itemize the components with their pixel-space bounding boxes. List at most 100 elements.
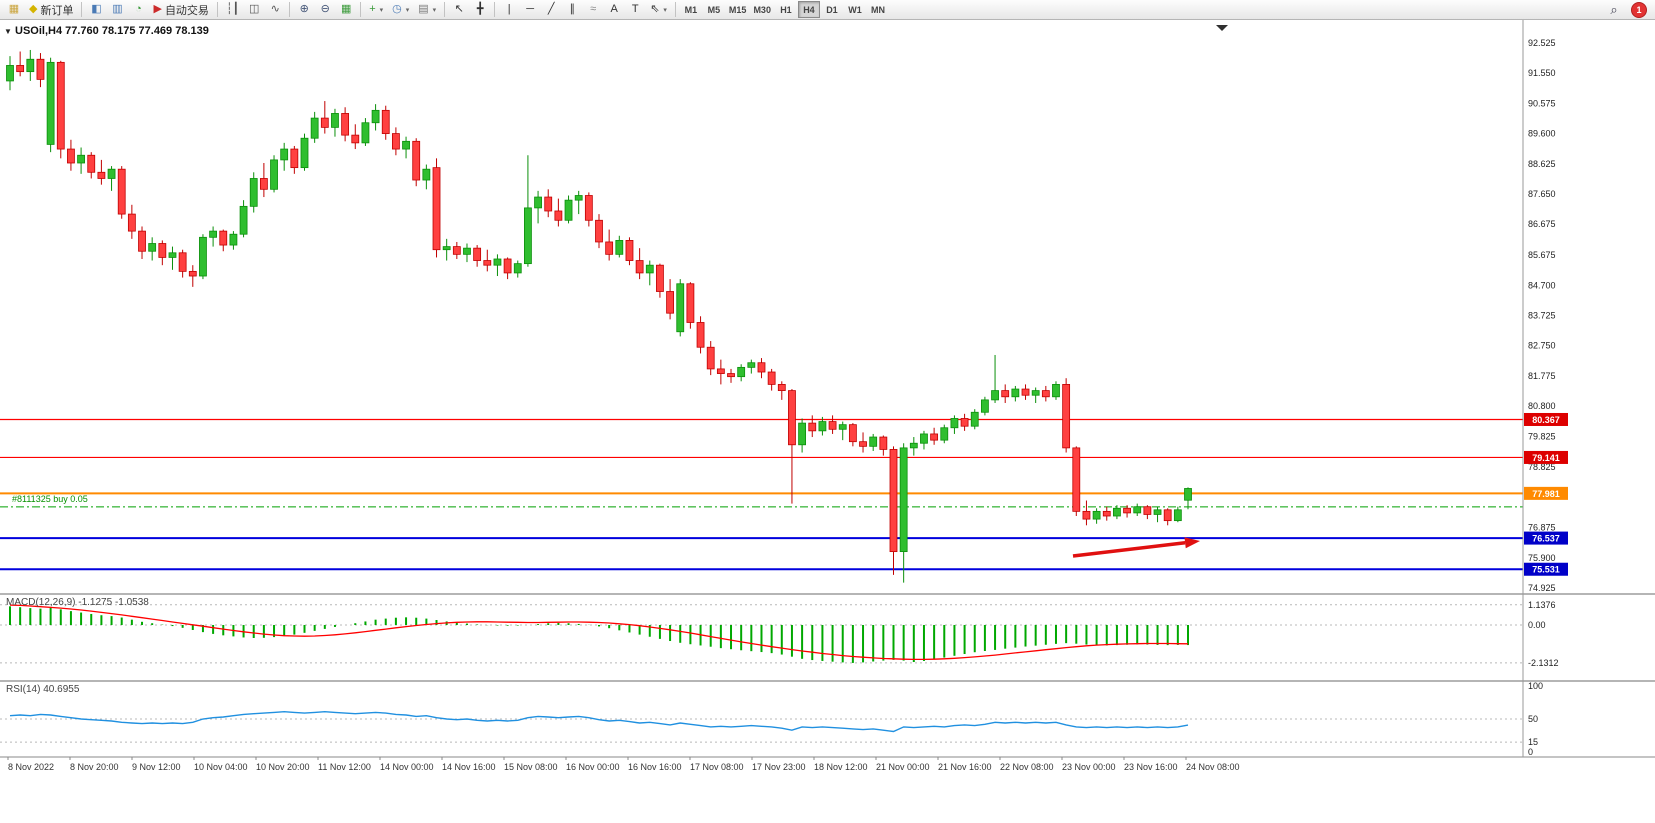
svg-text:75.531: 75.531	[1532, 565, 1560, 575]
time-axis-label: 21 Nov 16:00	[938, 762, 992, 772]
time-axis-label: 14 Nov 00:00	[380, 762, 434, 772]
channel-icon: ∥	[569, 3, 575, 15]
rsi-scale-label: 15	[1528, 737, 1538, 747]
market-watch-button[interactable]: ◧	[86, 1, 106, 19]
search-icon: ⌕	[1610, 1, 1618, 17]
bar-chart-icon: ┆┃	[225, 3, 240, 15]
indicators-icon: +	[369, 3, 376, 15]
price-axis-label: 88.625	[1528, 159, 1556, 169]
text-label-icon: T	[631, 3, 639, 15]
timeframe-m1-button[interactable]: M1	[680, 1, 702, 18]
arrows-button[interactable]: ⇖ ▾	[646, 1, 671, 19]
trendline-button[interactable]: ╱	[541, 1, 561, 19]
time-axis-label: 15 Nov 08:00	[504, 762, 558, 772]
strategy-tester-button[interactable]: ◔	[128, 1, 148, 19]
timeframe-d1-button[interactable]: D1	[821, 1, 843, 18]
new-order-button[interactable]: ◆ 新订单	[25, 1, 77, 19]
time-axis-label: 10 Nov 04:00	[194, 762, 248, 772]
price-axis-label: 78.825	[1528, 462, 1556, 472]
price-axis-label: 79.825	[1528, 431, 1556, 441]
price-axis-label: 81.775	[1528, 371, 1556, 381]
rsi-scale-label: 0	[1528, 747, 1533, 757]
bar-chart-button[interactable]: ┆┃	[222, 1, 243, 19]
time-axis-label: 16 Nov 00:00	[566, 762, 620, 772]
chevron-down-icon: ▾	[432, 6, 437, 14]
data-window-button[interactable]: ▥	[107, 1, 127, 19]
template-icon: ▤	[418, 3, 429, 15]
time-axis-label: 17 Nov 08:00	[690, 762, 744, 772]
time-axis-label: 16 Nov 16:00	[628, 762, 682, 772]
timeframe-h1-button[interactable]: H1	[775, 1, 797, 18]
time-axis-label: 17 Nov 23:00	[752, 762, 806, 772]
macd-scale-label: -2.1312	[1528, 658, 1559, 668]
vertical-line-button[interactable]: |	[499, 1, 519, 19]
price-axis-label: 87.650	[1528, 189, 1556, 199]
time-axis-label: 9 Nov 12:00	[132, 762, 181, 772]
periods-button[interactable]: ◷ ▾	[388, 1, 413, 19]
line-chart-button[interactable]: ∿	[265, 1, 285, 19]
crosshair-button[interactable]: ╋	[470, 1, 490, 19]
cursor-button[interactable]: ↖	[449, 1, 469, 19]
candlestick-chart-button[interactable]: ◫	[244, 1, 264, 19]
chart-expand-icon[interactable]: ▼	[4, 27, 12, 36]
autoscroll-marker-icon[interactable]	[1216, 25, 1228, 31]
price-axis-label: 74.925	[1528, 583, 1556, 593]
cursor-icon: ↖	[454, 3, 464, 15]
pane-separator[interactable]	[0, 680, 1655, 682]
new-chart-button[interactable]: ▦	[4, 1, 24, 19]
text-icon: A	[610, 3, 618, 15]
timeframe-w1-button[interactable]: W1	[844, 1, 866, 18]
chart-plot[interactable]	[0, 20, 1523, 593]
text-label-button[interactable]: T	[625, 1, 645, 19]
chevron-down-icon: ▾	[405, 6, 410, 14]
rsi-line	[9, 710, 1189, 733]
time-axis-label: 8 Nov 2022	[8, 762, 54, 772]
timeframe-m30-button[interactable]: M30	[750, 1, 774, 18]
data-window-icon: ▥	[112, 3, 123, 15]
price-axis-label: 82.750	[1528, 341, 1556, 351]
time-axis-label: 14 Nov 16:00	[442, 762, 496, 772]
search-button[interactable]: ⌕	[1604, 1, 1624, 19]
timeframe-mn-button[interactable]: MN	[867, 1, 889, 18]
svg-text:76.537: 76.537	[1532, 534, 1560, 544]
svg-text:80.367: 80.367	[1532, 415, 1560, 425]
price-tag: 75.531	[1524, 562, 1568, 576]
pane-separator[interactable]	[0, 593, 1655, 595]
timeframe-m15-button[interactable]: M15	[726, 1, 750, 18]
price-axis-label: 89.600	[1528, 129, 1556, 139]
chart-canvas[interactable]: 92.525 91.550 90.575 89.600 88.625 87.650 86.6…	[0, 20, 1655, 823]
price-axis-label: 90.575	[1528, 98, 1556, 108]
candlestick-icon: ◫	[248, 3, 260, 15]
time-axis-label: 21 Nov 00:00	[876, 762, 930, 772]
time-axis-label: 18 Nov 12:00	[814, 762, 868, 772]
toolbar-separator	[289, 2, 291, 17]
timeframe-m5-button[interactable]: M5	[703, 1, 725, 18]
timeframe-h4-button[interactable]: H4	[797, 1, 820, 18]
time-axis-label: 10 Nov 20:00	[256, 762, 310, 772]
horizontal-line-icon: ─	[526, 3, 535, 15]
text-button[interactable]: A	[604, 1, 624, 19]
time-axis-label: 8 Nov 20:00	[70, 762, 119, 772]
rsi-scale-label: 50	[1528, 714, 1538, 724]
templates-button[interactable]: ▤ ▾	[414, 1, 440, 19]
time-axis-label: 23 Nov 00:00	[1062, 762, 1116, 772]
order-open-label: #8111325 buy 0.05	[12, 494, 88, 504]
svg-text:79.141: 79.141	[1532, 453, 1560, 463]
indicators-button[interactable]: + ▾	[365, 1, 387, 19]
equidistant-channel-button[interactable]: ∥	[562, 1, 582, 19]
line-chart-icon: ∿	[270, 3, 280, 15]
zoom-out-button[interactable]: ⊖	[315, 1, 335, 19]
auto-trading-button[interactable]: ▶ 自动交易	[149, 1, 212, 19]
market-watch-icon: ◧	[91, 3, 102, 15]
main-toolbar: ▦ ◆ 新订单 ◧ ▥ ◔ ▶ 自动交易 ┆┃ ◫ ∿ ⊕ ⊖ ▦ + ▾ ◷ ▾ ▤ ▾ ↖ ╋ | ─ ╱ ∥ ≈ A T ⇖ ▾ M1 M…	[0, 0, 1655, 20]
tile-windows-button[interactable]: ▦	[336, 1, 356, 19]
zoom-out-icon: ⊖	[320, 3, 330, 15]
notification-badge[interactable]: 1	[1631, 1, 1647, 18]
trend-arrow-annotation[interactable]	[1072, 537, 1200, 558]
zoom-in-button[interactable]: ⊕	[294, 1, 314, 19]
price-tag: 77.981	[1524, 486, 1568, 500]
toolbar-separator	[674, 2, 676, 17]
horizontal-line-button[interactable]: ─	[520, 1, 540, 19]
clock-icon: ◷	[392, 3, 402, 15]
fibonacci-button[interactable]: ≈	[583, 1, 603, 19]
